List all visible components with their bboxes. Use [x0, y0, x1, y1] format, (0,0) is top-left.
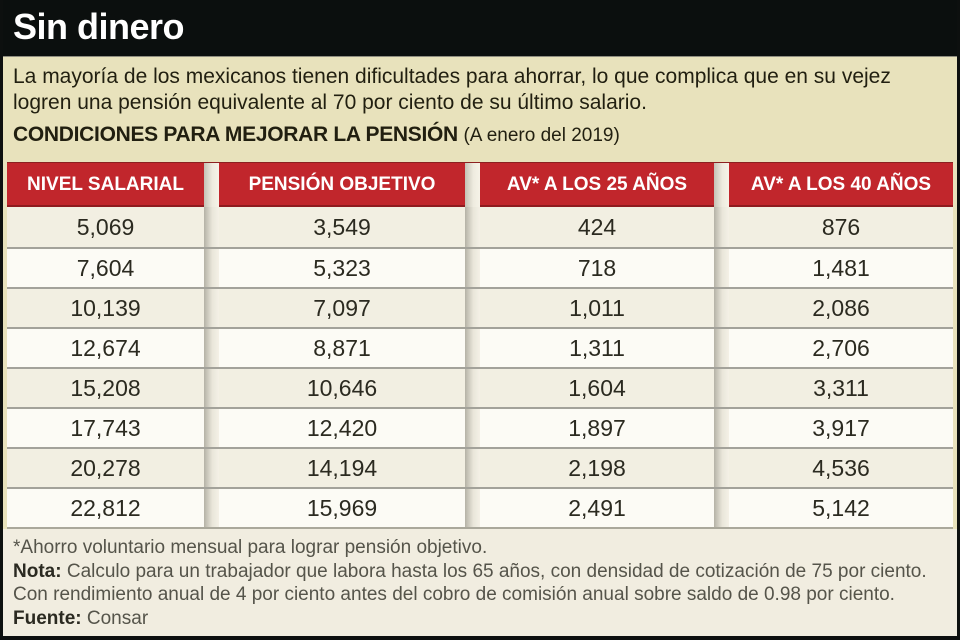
intro-section: La mayoría de los mexicanos tienen dific…	[3, 57, 957, 162]
table-row: 10,139 7,097 1,011 2,086	[7, 287, 953, 327]
column-gap	[714, 409, 729, 447]
column-gap	[204, 207, 219, 247]
cell-av40: 5,142	[729, 489, 953, 527]
column-gap	[204, 409, 219, 447]
footnote-note: Nota: Calculo para un trabajador que lab…	[13, 560, 947, 584]
column-gap	[465, 249, 480, 287]
cell-nivel: 12,674	[7, 329, 204, 367]
page-title: Sin dinero	[13, 6, 185, 47]
column-header-pension-objetivo: PENSIÓN OBJETIVO	[219, 163, 465, 207]
column-gap	[714, 329, 729, 367]
table-row: 15,208 10,646 1,604 3,311	[7, 367, 953, 407]
cell-pension: 7,097	[219, 289, 465, 327]
column-gap	[714, 449, 729, 487]
cell-av40: 2,706	[729, 329, 953, 367]
column-header-av-40: AV* A LOS 40 AÑOS	[729, 163, 953, 207]
cell-pension: 12,420	[219, 409, 465, 447]
table-row: 5,069 3,549 424 876	[7, 207, 953, 247]
column-gap	[714, 289, 729, 327]
cell-nivel: 15,208	[7, 369, 204, 407]
cell-av25: 718	[480, 249, 714, 287]
column-gap	[204, 163, 219, 207]
footnote-note-2: Con rendimiento anual de 4 por ciento an…	[13, 584, 895, 605]
cell-nivel: 10,139	[7, 289, 204, 327]
subtitle-date: (A enero del 2019)	[463, 125, 620, 146]
cell-av40: 1,481	[729, 249, 953, 287]
column-gap	[465, 449, 480, 487]
column-header-nivel-salarial: NIVEL SALARIAL	[7, 163, 204, 207]
source-label: Fuente:	[13, 607, 82, 629]
column-gap	[204, 289, 219, 327]
column-gap	[204, 249, 219, 287]
column-gap	[714, 249, 729, 287]
cell-av40: 4,536	[729, 449, 953, 487]
column-gap	[465, 409, 480, 447]
table-row: 12,674 8,871 1,311 2,706	[7, 327, 953, 367]
column-gap	[465, 369, 480, 407]
footnotes: *Ahorro voluntario mensual para lograr p…	[3, 529, 957, 636]
table-row: 20,278 14,194 2,198 4,536	[7, 447, 953, 487]
cell-nivel: 7,604	[7, 249, 204, 287]
cell-nivel: 5,069	[7, 207, 204, 247]
cell-pension: 10,646	[219, 369, 465, 407]
cell-av25: 2,491	[480, 489, 714, 527]
footnote-source: Fuente: Consar	[13, 607, 947, 631]
cell-pension: 15,969	[219, 489, 465, 527]
cell-av25: 1,604	[480, 369, 714, 407]
cell-pension: 5,323	[219, 249, 465, 287]
column-gap	[465, 163, 480, 207]
note-text: Calculo para un trabajador que labora ha…	[66, 560, 927, 582]
column-gap	[714, 489, 729, 527]
cell-av25: 424	[480, 207, 714, 247]
cell-pension: 8,871	[219, 329, 465, 367]
cell-av25: 1,011	[480, 289, 714, 327]
column-gap	[714, 369, 729, 407]
column-gap	[204, 449, 219, 487]
subtitle-main: CONDICIONES PARA MEJORAR LA PENSIÓN	[13, 123, 458, 146]
column-gap	[465, 329, 480, 367]
pension-table: NIVEL SALARIAL PENSIÓN OBJETIVO AV* A LO…	[7, 162, 953, 529]
column-gap	[204, 369, 219, 407]
cell-nivel: 22,812	[7, 489, 204, 527]
column-gap	[465, 289, 480, 327]
cell-av25: 1,897	[480, 409, 714, 447]
footnote-asterisk: *Ahorro voluntario mensual para lograr p…	[13, 537, 488, 558]
column-gap	[465, 207, 480, 247]
cell-av40: 876	[729, 207, 953, 247]
table-subtitle: CONDICIONES PARA MEJORAR LA PENSIÓN (A e…	[13, 123, 947, 162]
cell-av25: 2,198	[480, 449, 714, 487]
cell-av40: 3,311	[729, 369, 953, 407]
note-label: Nota:	[13, 560, 62, 582]
title-bar: Sin dinero	[3, 0, 957, 57]
table-row: 17,743 12,420 1,897 3,917	[7, 407, 953, 447]
table-row: 7,604 5,323 718 1,481	[7, 247, 953, 287]
source-text: Consar	[86, 607, 149, 629]
column-header-av-25: AV* A LOS 25 AÑOS	[480, 163, 714, 207]
cell-nivel: 17,743	[7, 409, 204, 447]
cell-pension: 14,194	[219, 449, 465, 487]
cell-av25: 1,311	[480, 329, 714, 367]
column-gap	[204, 329, 219, 367]
cell-av40: 2,086	[729, 289, 953, 327]
cell-nivel: 20,278	[7, 449, 204, 487]
table-row: 22,812 15,969 2,491 5,142	[7, 487, 953, 527]
cell-pension: 3,549	[219, 207, 465, 247]
column-gap	[714, 207, 729, 247]
column-gap	[204, 489, 219, 527]
table-header-row: NIVEL SALARIAL PENSIÓN OBJETIVO AV* A LO…	[7, 162, 953, 207]
cell-av40: 3,917	[729, 409, 953, 447]
intro-text: La mayoría de los mexicanos tienen dific…	[13, 65, 891, 114]
column-gap	[714, 163, 729, 207]
column-gap	[465, 489, 480, 527]
